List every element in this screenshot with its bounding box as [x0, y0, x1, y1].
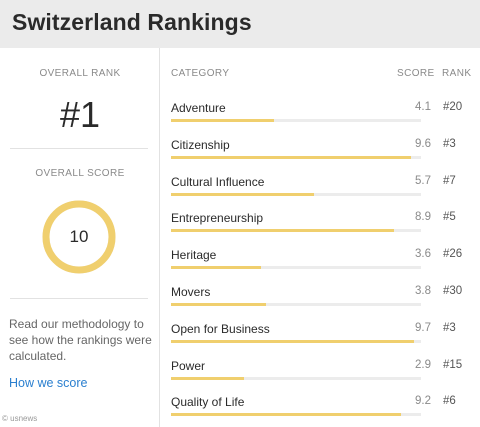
category-name: Cultural Influence	[171, 174, 265, 189]
category-score: 9.2	[415, 395, 431, 408]
overall-rank-value: #1	[59, 94, 101, 135]
category-score: 8.9	[415, 211, 431, 224]
category-rank: #7	[443, 174, 456, 187]
score-bar-fill	[171, 229, 394, 233]
overall-rank-label: OVERALL RANK	[39, 68, 121, 79]
category-score: 4.1	[415, 101, 431, 113]
score-bar-track	[171, 376, 421, 380]
category-score: 3.8	[415, 285, 431, 297]
score-bar-fill	[171, 119, 274, 122]
category-score: 9.6	[415, 137, 431, 150]
score-bar-fill	[171, 303, 266, 306]
score-bar-fill	[171, 155, 411, 159]
column-header-score: SCORE	[397, 68, 435, 79]
category-rank: #3	[443, 321, 456, 334]
table-row: Citizenship 9.6 #3	[161, 133, 480, 170]
category-score: 3.6	[415, 248, 431, 261]
page-title: Switzerland Rankings	[12, 9, 252, 35]
methodology-text: Read our methodology to see how the rank…	[9, 317, 152, 363]
category-rank: #6	[443, 395, 456, 408]
score-bar-track	[171, 119, 421, 122]
how-we-score-link[interactable]: How we score	[9, 376, 88, 390]
score-ring-fill	[42, 200, 116, 274]
divider	[10, 298, 148, 299]
column-header-rank: RANK	[442, 68, 472, 79]
category-name: Power	[171, 358, 206, 373]
score-bar-track	[171, 155, 421, 159]
category-rank: #26	[443, 248, 463, 261]
category-name: Open for Business	[171, 321, 270, 336]
category-rank: #30	[443, 285, 463, 297]
source-credit: © usnews	[2, 414, 38, 423]
title-bar: Switzerland Rankings	[0, 0, 480, 48]
score-bar-fill	[171, 413, 401, 417]
score-bar-fill	[171, 266, 261, 270]
column-header-category: CATEGORY	[171, 68, 230, 79]
overall-score-label: OVERALL SCORE	[35, 168, 125, 179]
divider	[10, 148, 148, 149]
score-bar-track	[171, 229, 421, 233]
category-rank: #20	[443, 101, 463, 113]
table-row: Adventure 4.1 #20	[161, 96, 480, 133]
table-row: Quality of Life 9.2 #6	[161, 390, 480, 427]
score-ring	[42, 200, 116, 274]
score-bar-fill	[171, 192, 314, 196]
table-row: Entrepreneurship 8.9 #5	[161, 206, 480, 243]
category-name: Entrepreneurship	[171, 211, 264, 226]
category-name: Heritage	[171, 248, 217, 263]
category-table: CATEGORY SCORE RANK Adventure 4.1 #20 Citiz…	[161, 48, 480, 427]
category-name: Citizenship	[171, 137, 230, 152]
category-name: Quality of Life	[171, 395, 245, 410]
category-rank: #15	[443, 358, 463, 371]
table-row: Movers 3.8 #30	[161, 280, 480, 317]
score-bar-track	[171, 413, 421, 417]
table-row: Heritage 3.6 #26	[161, 243, 480, 280]
table-row: Open for Business 9.7 #3	[161, 317, 480, 354]
category-score: 9.7	[415, 321, 431, 334]
score-bar-track	[171, 266, 421, 270]
score-bar-track	[171, 192, 421, 196]
category-name: Movers	[171, 285, 211, 299]
table-row: Cultural Influence 5.7 #7	[161, 170, 480, 207]
category-rank: #5	[443, 211, 456, 224]
table-row: Power 2.9 #15	[161, 354, 480, 391]
rankings-panel: OVERALL RANK #1 OVERALL SCORE 10 Read ou…	[0, 48, 480, 427]
overall-score-value: 10	[69, 227, 89, 246]
category-rank: #3	[443, 137, 456, 150]
overall-summary: OVERALL RANK #1 OVERALL SCORE 10 Read ou…	[0, 48, 160, 427]
category-score: 2.9	[415, 358, 431, 371]
score-bar-fill	[171, 376, 244, 380]
category-name: Adventure	[171, 101, 226, 115]
score-bar-track	[171, 339, 421, 343]
score-bar-track	[171, 303, 421, 306]
score-bar-fill	[171, 339, 414, 343]
category-score: 5.7	[415, 174, 431, 187]
